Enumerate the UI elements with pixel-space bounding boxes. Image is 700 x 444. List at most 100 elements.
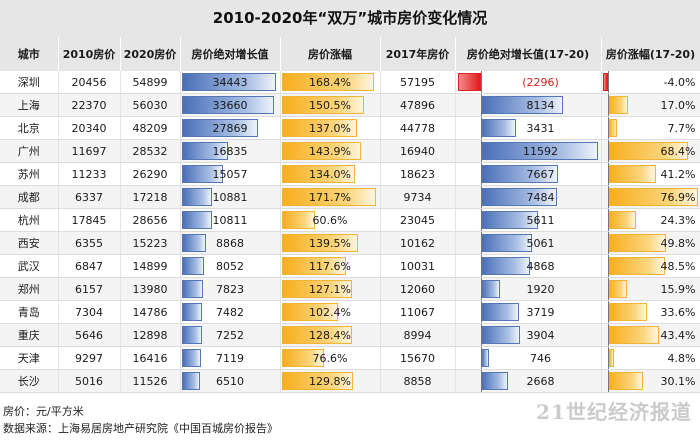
absolute-increase-label: 34443	[212, 75, 248, 89]
increase-rate-17-20-label: 68.4%	[660, 144, 696, 158]
absolute-increase-label: 8868	[216, 236, 244, 250]
price-2017-cell: 8994	[380, 323, 456, 347]
increase-rate-label: 127.1%	[309, 282, 351, 296]
increase-rate-label: 139.5%	[309, 236, 351, 250]
absolute-increase-label: 7119	[216, 351, 244, 365]
price-2020-cell: 12898	[120, 323, 181, 347]
increase-rate-label: 60.6%	[312, 213, 348, 227]
price-2010-cell: 20340	[58, 116, 121, 140]
city-cell: 深圳	[0, 71, 59, 94]
absolute-increase-label: 33660	[212, 98, 248, 112]
city-cell: 西安	[0, 231, 59, 255]
absolute-increase-17-20-cell: 1920	[455, 277, 602, 301]
zero-axis-line	[607, 278, 609, 300]
increase-rate-bar	[281, 326, 352, 344]
table-row: 长沙 5016 11526 6510 129.8% 8858 2668 30.1%	[0, 369, 700, 393]
zero-axis-line	[480, 209, 482, 231]
absolute-increase-17-20-cell: 8134	[455, 93, 602, 117]
header-city: 城市	[0, 37, 59, 71]
zero-axis-line	[607, 117, 609, 139]
absolute-increase-17-20-cell: 3904	[455, 323, 602, 347]
absolute-increase-cell: 6510	[180, 369, 281, 393]
price-2017-cell: 10031	[380, 254, 456, 278]
absolute-increase-17-20-bar	[457, 73, 481, 91]
increase-rate-cell: 150.5%	[280, 93, 381, 117]
table-body: 深圳 20456 54899 34443 168.4% 57195 (2296) -4.0% 上…	[0, 71, 700, 393]
increase-rate-label: 168.4%	[309, 75, 351, 89]
absolute-increase-bar	[181, 257, 204, 275]
absolute-increase-bar	[181, 96, 274, 114]
table-row: 成都 6337 17218 10881 171.7% 9734 7484 76.9%	[0, 185, 700, 209]
table-row: 天津 9297 16416 7119 76.6% 15670 746 4.8%	[0, 346, 700, 370]
table-row: 西安 6355 15223 8868 139.5% 10162 5061 49.8%	[0, 231, 700, 255]
increase-rate-17-20-cell: 43.4%	[601, 323, 700, 347]
footnote-source: 数据来源：上海易居房地产研究院《中国百城房价报告》	[3, 422, 278, 435]
city-cell: 天津	[0, 346, 59, 370]
city-cell: 杭州	[0, 208, 59, 232]
increase-rate-label: 137.0%	[309, 121, 351, 135]
increase-rate-bar	[281, 188, 376, 206]
price-2020-cell: 56030	[120, 93, 181, 117]
price-2020-cell: 14899	[120, 254, 181, 278]
absolute-increase-label: 10881	[212, 190, 248, 204]
zero-axis-line	[607, 163, 609, 185]
zero-axis-line	[607, 370, 609, 392]
zero-axis-line	[480, 232, 482, 254]
increase-rate-17-20-cell: 49.8%	[601, 231, 700, 255]
absolute-increase-bar	[181, 326, 202, 344]
price-2020-cell: 13980	[120, 277, 181, 301]
increase-rate-bar	[281, 142, 361, 160]
absolute-increase-17-20-label: (2296)	[522, 75, 559, 89]
absolute-increase-17-20-label: 5061	[526, 236, 555, 250]
price-2017-cell: 9734	[380, 185, 456, 209]
absolute-increase-bar	[181, 119, 258, 137]
absolute-increase-bar	[181, 211, 212, 229]
absolute-increase-17-20-cell: 3431	[455, 116, 602, 140]
increase-rate-17-20-label: 15.9%	[660, 282, 696, 296]
increase-rate-cell: 139.5%	[280, 231, 381, 255]
absolute-increase-bar	[181, 73, 276, 91]
zero-axis-line	[480, 117, 482, 139]
table-row: 武汉 6847 14899 8052 117.6% 10031 4868 48.5%	[0, 254, 700, 278]
increase-rate-17-20-label: 41.2%	[660, 167, 696, 181]
price-2020-cell: 28532	[120, 139, 181, 163]
table-row: 苏州 11233 26290 15057 134.0% 18623 7667 41.2%	[0, 162, 700, 186]
absolute-increase-17-20-cell: 11592	[455, 139, 602, 163]
header-absolute-increase: 房价绝对增长值	[180, 37, 281, 71]
absolute-increase-17-20-cell: 7667	[455, 162, 602, 186]
header-absolute-increase-17-20: 房价绝对增长值(17-20)	[455, 37, 602, 71]
increase-rate-cell: 171.7%	[280, 185, 381, 209]
increase-rate-bar	[281, 257, 346, 275]
increase-rate-17-20-label: 7.7%	[667, 121, 696, 135]
price-2020-cell: 28656	[120, 208, 181, 232]
city-cell: 武汉	[0, 254, 59, 278]
absolute-increase-17-20-label: 8134	[526, 98, 555, 112]
increase-rate-17-20-cell: -4.0%	[601, 71, 700, 94]
increase-rate-cell: 60.6%	[280, 208, 381, 232]
increase-rate-bar	[281, 211, 315, 229]
city-cell: 广州	[0, 139, 59, 163]
zero-axis-line	[480, 324, 482, 346]
increase-rate-bar	[281, 234, 358, 252]
absolute-increase-17-20-cell: 7484	[455, 185, 602, 209]
absolute-increase-bar	[181, 165, 223, 183]
increase-rate-label: 150.5%	[309, 98, 351, 112]
increase-rate-17-20-cell: 15.9%	[601, 277, 700, 301]
zero-axis-line	[480, 278, 482, 300]
price-2020-cell: 17218	[120, 185, 181, 209]
increase-rate-17-20-label: 43.4%	[660, 328, 696, 342]
increase-rate-17-20-cell: 4.8%	[601, 346, 700, 370]
increase-rate-17-20-label: 17.0%	[660, 98, 696, 112]
increase-rate-label: 128.4%	[309, 328, 351, 342]
increase-rate-bar	[281, 119, 357, 137]
increase-rate-17-20-cell: 17.0%	[601, 93, 700, 117]
increase-rate-label: 129.8%	[309, 374, 351, 388]
increase-rate-17-20-label: 30.1%	[660, 374, 696, 388]
absolute-increase-bar	[181, 349, 201, 367]
price-2017-cell: 16940	[380, 139, 456, 163]
absolute-increase-cell: 7119	[180, 346, 281, 370]
absolute-increase-17-20-cell: 3719	[455, 300, 602, 324]
increase-rate-bar	[281, 165, 355, 183]
city-cell: 上海	[0, 93, 59, 117]
city-cell: 郑州	[0, 277, 59, 301]
